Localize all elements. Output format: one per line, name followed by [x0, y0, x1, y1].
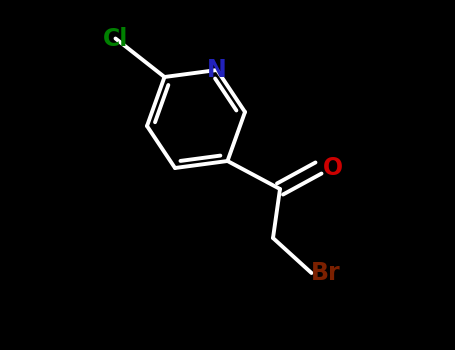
Text: N: N	[207, 58, 227, 82]
Text: Cl: Cl	[103, 27, 128, 50]
Text: Br: Br	[311, 261, 340, 285]
Text: O: O	[323, 156, 343, 180]
